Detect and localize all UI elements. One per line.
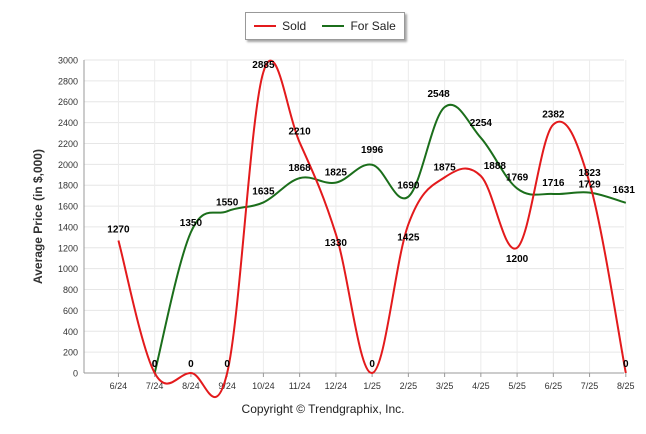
data-label-for-sale: 1996 xyxy=(361,145,384,156)
data-label-for-sale: 1769 xyxy=(506,172,529,183)
legend: Sold For Sale xyxy=(245,12,405,40)
data-label-sold: 0 xyxy=(369,359,375,370)
x-tick-label: 6/24 xyxy=(110,381,128,391)
data-label-sold: 0 xyxy=(152,359,158,370)
x-tick-label: 1/25 xyxy=(363,381,381,391)
data-label-sold: 0 xyxy=(623,359,629,370)
x-tick-label: 4/25 xyxy=(472,381,490,391)
x-tick-label: 8/24 xyxy=(182,381,200,391)
data-label-for-sale: 0 xyxy=(152,359,158,370)
x-tick-label: 9/24 xyxy=(218,381,236,391)
y-tick-label: 3000 xyxy=(58,56,78,66)
data-label-for-sale: 1550 xyxy=(216,197,239,208)
legend-label-for-sale: For Sale xyxy=(350,19,396,33)
y-tick-label: 1000 xyxy=(58,264,78,274)
x-tick-label: 8/25 xyxy=(617,381,635,391)
data-label-sold: 0 xyxy=(188,359,194,370)
y-axis-title: Average Price (in $,000) xyxy=(31,149,45,284)
y-tick-label: 2200 xyxy=(58,139,78,149)
data-label-sold: 2885 xyxy=(252,60,275,71)
data-label-sold: 0 xyxy=(224,359,230,370)
data-label-sold: 1823 xyxy=(578,168,601,179)
x-tick-label: 10/24 xyxy=(252,381,275,391)
data-label-sold: 1425 xyxy=(397,232,420,243)
y-tick-label: 0 xyxy=(73,369,78,379)
data-label-sold: 2382 xyxy=(542,109,565,120)
data-label-sold: 1888 xyxy=(484,161,507,172)
data-label-for-sale: 1716 xyxy=(542,178,565,189)
series-line-for-sale xyxy=(153,103,627,374)
legend-label-sold: Sold xyxy=(282,19,307,33)
y-tick-label: 1200 xyxy=(58,243,78,253)
y-tick-label: 2400 xyxy=(58,118,78,128)
y-tick-label: 2600 xyxy=(58,97,78,107)
y-tick-label: 1400 xyxy=(58,222,78,232)
x-tick-label: 2/25 xyxy=(400,381,418,391)
y-tick-label: 600 xyxy=(63,306,78,316)
data-label-sold: 2210 xyxy=(289,126,312,137)
x-tick-label: 6/25 xyxy=(545,381,563,391)
data-label-sold: 1330 xyxy=(325,238,348,249)
x-tick-label: 7/24 xyxy=(146,381,164,391)
data-label-sold: 1875 xyxy=(433,162,456,173)
data-label-for-sale: 1631 xyxy=(613,185,636,196)
y-tick-label: 200 xyxy=(63,348,78,358)
y-tick-label: 2000 xyxy=(58,160,78,170)
data-label-for-sale: 1825 xyxy=(325,168,348,179)
data-label-for-sale: 1690 xyxy=(397,181,420,192)
legend-swatch-sold xyxy=(254,25,277,27)
legend-item-for-sale[interactable]: For Sale xyxy=(322,19,396,33)
data-label-sold: 1270 xyxy=(107,224,130,235)
y-tick-label: 800 xyxy=(63,285,78,295)
data-label-for-sale: 1350 xyxy=(180,218,203,229)
x-tick-label: 11/24 xyxy=(289,381,311,391)
x-tick-label: 7/25 xyxy=(581,381,599,391)
data-label-for-sale: 1635 xyxy=(252,186,275,197)
x-tick-label: 12/24 xyxy=(325,381,348,391)
data-label-for-sale: 1729 xyxy=(578,180,601,191)
y-tick-label: 2800 xyxy=(58,76,78,86)
data-label-sold: 1200 xyxy=(506,254,529,265)
x-tick-label: 3/25 xyxy=(436,381,454,391)
legend-item-sold[interactable]: Sold xyxy=(254,19,306,33)
legend-swatch-for-sale xyxy=(322,25,345,27)
y-tick-label: 1800 xyxy=(58,181,78,191)
copyright-footer: Copyright © Trendgraphix, Inc. xyxy=(241,402,405,416)
y-tick-label: 400 xyxy=(63,327,78,337)
data-label-for-sale: 2254 xyxy=(470,118,493,129)
data-label-for-sale: 1868 xyxy=(289,163,312,174)
data-label-for-sale: 2548 xyxy=(427,89,450,100)
y-tick-label: 1600 xyxy=(58,202,78,212)
x-tick-label: 5/25 xyxy=(508,381,526,391)
series-line-sold xyxy=(117,59,627,399)
